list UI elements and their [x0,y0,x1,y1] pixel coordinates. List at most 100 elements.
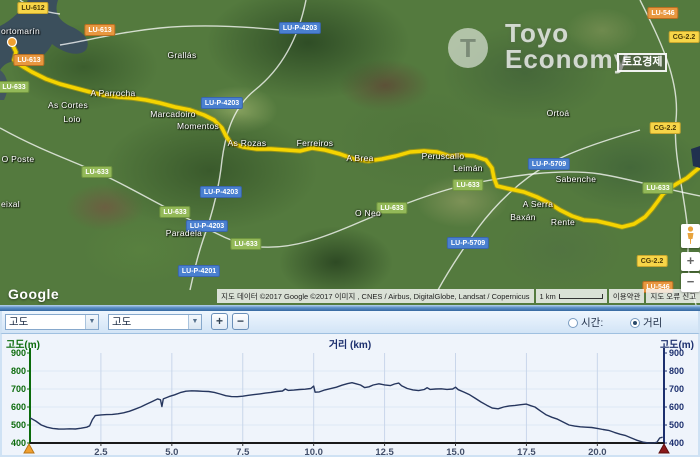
radio-distance-label[interactable]: 거리 [643,317,663,329]
y-tick-label-right: 400 [669,438,684,448]
google-logo: Google [8,286,60,302]
radio-time[interactable]: 시간: [568,315,603,330]
map-attribution: 지도 데이터 ©2017 Google ©2017 이미지 , CNES / A… [217,289,700,303]
y-axis-title-left: 고도(m) [6,340,40,351]
place-label: A Brea [346,153,374,163]
place-label: Momentos [176,121,220,131]
x-tick-label: 5.0 [165,447,178,457]
elevation-line [29,382,663,444]
chart-toolbar: 고도 ▼ 고도 ▼ + − 시간: 거리 [0,311,700,333]
road-badge: LU-633 [81,166,113,178]
x-tick-label: 12.5 [375,447,394,457]
map-scale: 1 km [535,289,607,303]
place-label: Paradela [165,228,203,238]
road-badge: LU-P-4203 [278,22,322,34]
pegman-button[interactable] [681,224,700,248]
map-zoom-in-button[interactable]: + [681,252,700,271]
place-label: Sabenche [555,174,597,184]
x-tick-label: 2.5 [94,447,108,457]
elevation-chart-panel: 고도(m) 거리 (km) 고도(m) 900 900 800 800 700 700 60… [0,333,700,457]
y-tick-label-right: 700 [669,384,684,394]
place-label: A Serra [522,199,554,209]
place-label: Marcadoiro [150,109,196,119]
radio-time-label[interactable]: 시간: [581,317,604,329]
watermark-brand-bottom: Economy [505,44,630,74]
report-error-link[interactable]: 지도 오류 신고 [646,289,700,303]
radio-distance-circle[interactable] [630,317,640,328]
x-tick-label: 7.5 [236,447,250,457]
place-label: Loio [63,114,81,124]
road-badge: LU-633 [159,206,191,218]
place-label: eixal [1,199,20,209]
end-marker-triangle [658,442,670,454]
road-badge: CG-2.2 [649,122,681,134]
x-tick-label: 17.5 [517,447,536,457]
map-zoom-out-button[interactable]: − [681,273,700,292]
place-label: Leimán [453,163,483,173]
elevation-chart[interactable]: 900 900 800 800 700 700 600 600 500 500 400 400 2.5 5… [2,334,700,457]
chart-zoom-in-button[interactable]: + [211,313,228,330]
place-label: Grallás [167,50,197,60]
watermark-korean-badge: 토요경제 [617,53,668,73]
road-badge: CG-2.2 [668,31,700,43]
place-label: Baxán [510,212,536,222]
terms-link[interactable]: 이용약관 [608,289,645,303]
y-tick-label-left: 800 [11,366,26,376]
x-tick-label: 15.0 [446,447,465,457]
map-satellite-view[interactable]: LU-612 LU-613 LU-613 LU-P-4203 LU-546 CG-2.2 L… [0,0,700,305]
route-line [10,42,700,229]
road-badge: LU-P-5709 [527,158,571,170]
chevron-down-icon[interactable]: ▼ [188,315,201,329]
place-label: Ortoá [546,108,570,118]
pegman-icon [687,226,694,244]
road-badge: LU-633 [452,179,484,191]
road-badge: LU-613 [13,54,45,66]
y-axis-title-right: 고도(m) [660,340,694,351]
road-badge: LU-633 [0,81,30,93]
road-badge: LU-P-4201 [177,265,221,277]
watermark-brand-top: Toyo [505,18,570,48]
road-badge: LU-546 [647,7,679,19]
x-tick-label: 10.0 [304,447,323,457]
y-tick-label-left: 700 [11,384,26,394]
y-tick-label-right: 500 [669,420,684,430]
route-start-marker [6,36,18,48]
road-badge: LU-P-4203 [200,97,244,109]
river-water [0,0,88,70]
y-tick-label-right: 600 [669,402,684,412]
road-badge: LU-612 [17,2,49,14]
series-select-2[interactable]: 고도 ▼ [108,314,202,330]
series-select-1[interactable]: 고도 ▼ [5,314,99,330]
y-tick-label-left: 400 [11,438,26,448]
road-badge: LU-633 [230,238,262,250]
road-badge: LU-P-4203 [185,220,229,232]
place-label: Peruscallo [421,151,465,161]
series-select-2-value: 고도 [112,316,132,328]
scale-bar [558,293,603,299]
road-badge: CG-2.2 [636,255,668,267]
toyo-logo-icon: T [448,28,488,68]
radio-distance[interactable]: 거리 [630,315,662,330]
scale-label: 1 km [539,291,556,301]
chart-zoom-out-button[interactable]: − [232,313,249,330]
place-label: A Parrocha [90,88,136,98]
place-label: O Neo [354,208,382,218]
y-tick-label-left: 900 [11,348,26,358]
chevron-down-icon[interactable]: ▼ [85,315,98,329]
attribution-text: 지도 데이터 ©2017 Google ©2017 이미지 , CNES / A… [217,289,534,303]
y-tick-label-left: 500 [11,420,26,430]
series-select-1-value: 고도 [9,316,29,328]
x-axis-title: 거리 (km) [328,340,372,351]
y-tick-label-left: 600 [11,402,26,412]
place-label: Ferreiros [296,138,334,148]
x-tick-label: 20.0 [588,447,607,457]
window-divider [0,305,700,311]
road-badge: LU-613 [84,24,116,36]
road-badge: LU-633 [642,182,674,194]
radio-time-circle[interactable] [568,317,578,328]
road-badge: LU-P-5709 [446,237,490,249]
map-edge-marker [691,146,700,168]
road-badge: LU-633 [376,202,408,214]
y-tick-label-right: 800 [669,366,684,376]
